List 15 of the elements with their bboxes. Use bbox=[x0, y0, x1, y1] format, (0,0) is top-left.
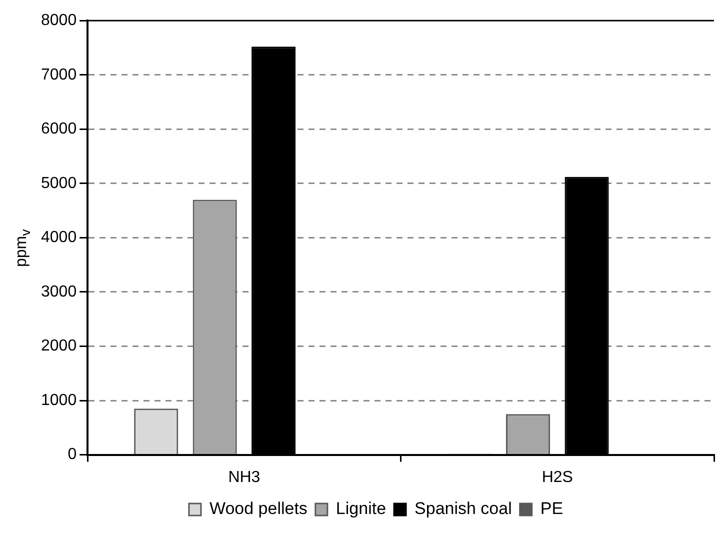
y-tick-label: 0 bbox=[68, 446, 77, 464]
x-tick-label: H2S bbox=[542, 468, 573, 486]
x-tick-label: NH3 bbox=[228, 468, 260, 486]
y-tick-label: 2000 bbox=[41, 338, 77, 355]
y-tick-label: 8000 bbox=[41, 12, 77, 30]
y-tick-label: 4000 bbox=[41, 229, 77, 246]
y-tick-label: 6000 bbox=[41, 120, 77, 138]
y-tick-label: 7000 bbox=[41, 66, 77, 84]
legend-label: Lignite bbox=[336, 499, 386, 518]
legend-label: Spanish coal bbox=[414, 499, 512, 518]
legend-label: PE bbox=[540, 499, 564, 518]
y-tick-label: 1000 bbox=[41, 392, 77, 409]
legend-label: Wood pellets bbox=[209, 499, 308, 518]
y-tick-label: 5000 bbox=[41, 174, 77, 192]
y-tick-label: 3000 bbox=[41, 283, 77, 300]
